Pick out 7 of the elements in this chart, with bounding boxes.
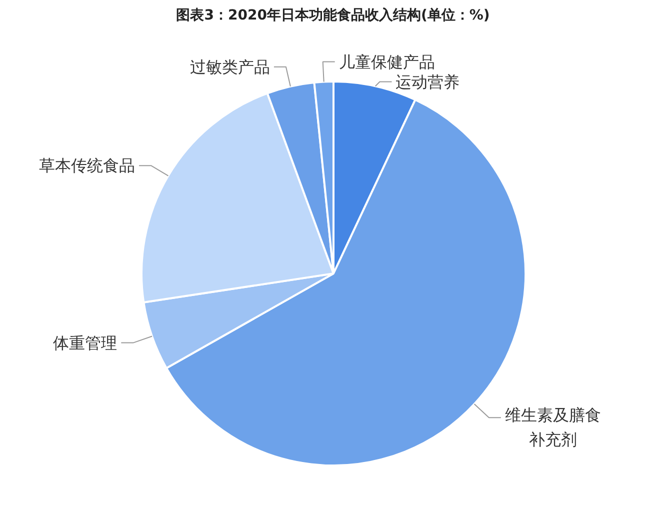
slice-label: 运动营养 [396, 72, 460, 92]
slice-label: 过敏类产品 [190, 57, 270, 76]
slice-label: 草本传统食品 [39, 156, 136, 176]
chart-title: 图表3：2020年日本功能食品收入结构(单位：%) [176, 8, 490, 24]
slice-label: 维生素及膳食补充剂 [504, 405, 601, 450]
slice-label: 体重管理 [53, 333, 118, 352]
slice-label: 儿童保健产品 [338, 52, 435, 72]
